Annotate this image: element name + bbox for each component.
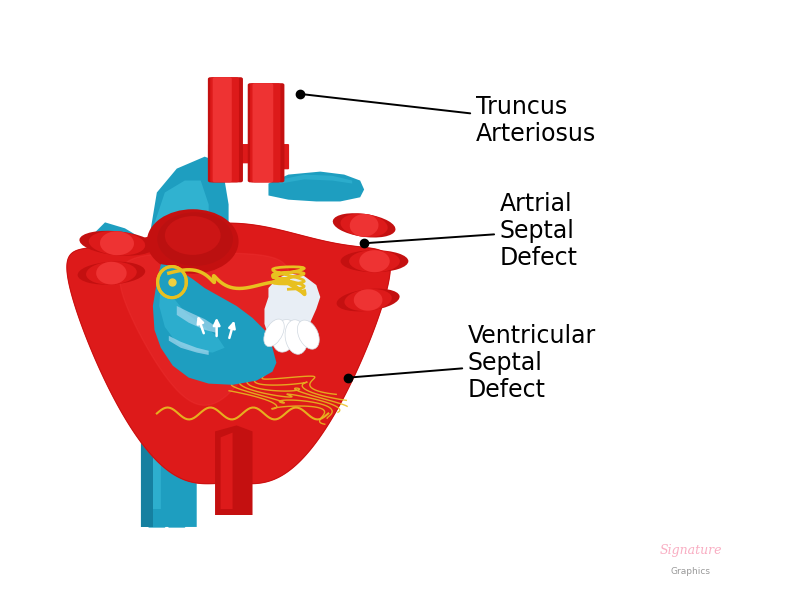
- Polygon shape: [269, 172, 364, 202]
- Polygon shape: [93, 223, 145, 270]
- Ellipse shape: [341, 250, 408, 272]
- Polygon shape: [277, 175, 352, 184]
- Ellipse shape: [350, 214, 378, 236]
- Polygon shape: [158, 266, 186, 298]
- Text: Signature: Signature: [660, 544, 722, 557]
- Text: Truncus
Arteriosus: Truncus Arteriosus: [303, 94, 596, 146]
- FancyBboxPatch shape: [253, 83, 274, 182]
- FancyBboxPatch shape: [208, 77, 243, 182]
- Ellipse shape: [89, 231, 145, 256]
- Polygon shape: [169, 336, 209, 355]
- Polygon shape: [141, 288, 197, 527]
- Polygon shape: [159, 282, 225, 353]
- Polygon shape: [265, 273, 320, 342]
- Polygon shape: [215, 425, 253, 515]
- Ellipse shape: [264, 319, 284, 347]
- Polygon shape: [221, 433, 233, 509]
- Polygon shape: [95, 246, 119, 258]
- Polygon shape: [177, 306, 217, 333]
- Ellipse shape: [272, 320, 297, 352]
- Polygon shape: [153, 264, 277, 385]
- Text: Graphics: Graphics: [671, 567, 711, 576]
- FancyBboxPatch shape: [210, 77, 239, 182]
- Ellipse shape: [349, 250, 400, 272]
- Ellipse shape: [285, 320, 308, 354]
- Ellipse shape: [354, 289, 382, 311]
- Text: Ventricular
Septal
Defect: Ventricular Septal Defect: [351, 324, 596, 401]
- Polygon shape: [153, 181, 209, 276]
- Polygon shape: [209, 145, 288, 169]
- FancyBboxPatch shape: [250, 83, 281, 182]
- Ellipse shape: [147, 209, 238, 274]
- Ellipse shape: [165, 216, 221, 255]
- Ellipse shape: [337, 289, 400, 311]
- Polygon shape: [149, 157, 229, 288]
- Ellipse shape: [298, 320, 319, 349]
- Polygon shape: [169, 324, 185, 527]
- Polygon shape: [120, 253, 290, 405]
- Polygon shape: [67, 223, 390, 484]
- Ellipse shape: [333, 213, 395, 238]
- FancyBboxPatch shape: [213, 77, 232, 182]
- Ellipse shape: [100, 232, 134, 255]
- Ellipse shape: [359, 250, 390, 272]
- Ellipse shape: [86, 262, 137, 284]
- Ellipse shape: [341, 214, 388, 237]
- Polygon shape: [141, 431, 153, 527]
- Polygon shape: [149, 324, 165, 527]
- Ellipse shape: [96, 262, 126, 284]
- Ellipse shape: [79, 231, 154, 256]
- Ellipse shape: [78, 262, 145, 284]
- FancyBboxPatch shape: [248, 83, 285, 182]
- Text: Artrial
Septal
Defect: Artrial Septal Defect: [367, 193, 578, 270]
- Polygon shape: [145, 306, 161, 509]
- Ellipse shape: [345, 289, 392, 311]
- Ellipse shape: [158, 212, 233, 266]
